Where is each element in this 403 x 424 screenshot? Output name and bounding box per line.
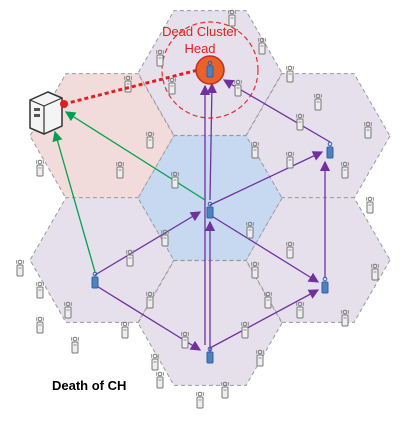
link-to-sink (64, 111, 206, 201)
link (206, 82, 218, 201)
sensor (35, 281, 45, 299)
dead-label-line1: Dead Cluster (162, 24, 239, 39)
sensor (120, 321, 130, 339)
hex-cell (29, 197, 175, 323)
hex-grid (29, 10, 391, 386)
sensor (15, 259, 25, 277)
sensor (35, 159, 45, 177)
link-to-sink (52, 130, 96, 273)
link (209, 151, 324, 206)
sensor (155, 371, 165, 389)
link (209, 289, 320, 349)
hex-cell (245, 197, 391, 323)
broken-link (63, 68, 199, 106)
sink-server (29, 91, 68, 135)
link (209, 214, 320, 283)
caption: Death of CH (52, 378, 126, 393)
dead-label-line2: Head (184, 41, 215, 56)
link (94, 211, 202, 276)
sensor (285, 65, 295, 83)
dead-range (161, 21, 259, 119)
sensor (365, 196, 375, 214)
sensor (35, 316, 45, 334)
link (222, 79, 331, 143)
links (52, 79, 331, 355)
sensor (195, 391, 205, 409)
sensor (70, 336, 80, 354)
